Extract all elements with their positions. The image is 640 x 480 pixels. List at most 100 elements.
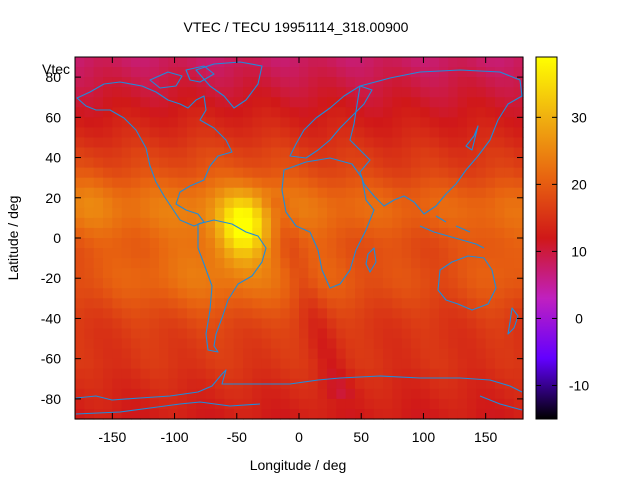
heatmap-cell (233, 338, 244, 350)
heatmap-cell (93, 127, 104, 139)
heatmap-cell (243, 258, 253, 269)
heatmap-cell (317, 67, 328, 78)
heatmap-cell (140, 167, 151, 179)
heatmap-cell (75, 278, 85, 289)
heatmap-cell (327, 338, 337, 350)
heatmap-cell (364, 278, 375, 289)
heatmap-cell (355, 278, 365, 289)
heatmap-cell (448, 328, 459, 340)
heatmap-cell (485, 388, 496, 400)
heatmap-cell (364, 308, 375, 320)
heatmap-cell (187, 57, 197, 68)
heatmap-cell (84, 147, 95, 159)
heatmap-cell (159, 348, 169, 360)
heatmap-cell (131, 97, 141, 108)
heatmap-cell (112, 278, 123, 289)
heatmap-cell (131, 398, 141, 410)
heatmap-cell (140, 157, 151, 169)
heatmap-cell (383, 408, 393, 420)
heatmap-cell (131, 248, 141, 259)
heatmap-cell (476, 227, 487, 239)
heatmap-cell (299, 258, 309, 269)
heatmap-cell (401, 187, 412, 199)
heatmap-cell (448, 177, 459, 189)
heatmap-cell (327, 238, 337, 249)
heatmap-cell (439, 207, 449, 219)
heatmap-cell (112, 67, 123, 78)
heatmap-cell (149, 67, 160, 78)
heatmap-cell (149, 328, 160, 340)
heatmap-cell (224, 167, 235, 179)
heatmap-cell (420, 147, 431, 159)
heatmap-cell (196, 308, 207, 320)
heatmap-cell (168, 328, 179, 340)
heatmap-cell (448, 57, 459, 68)
heatmap-cell (448, 288, 459, 299)
heatmap-cell (420, 408, 431, 420)
heatmap-cell (93, 207, 104, 219)
heatmap-cell (373, 318, 384, 330)
heatmap-cell (205, 348, 216, 360)
heatmap-cell (131, 217, 141, 229)
heatmap-cell (112, 378, 123, 390)
heatmap-cell (485, 117, 496, 128)
heatmap-cell (233, 408, 244, 420)
heatmap-cell (196, 318, 207, 330)
heatmap-cell (364, 348, 375, 360)
heatmap-cell (196, 197, 207, 209)
heatmap-cell (271, 67, 281, 78)
heatmap-cell (495, 207, 505, 219)
heatmap-cell (187, 388, 197, 400)
heatmap-cell (112, 147, 123, 159)
heatmap-cell (485, 368, 496, 380)
heatmap-cell (271, 288, 281, 299)
heatmap-cell (159, 368, 169, 380)
heatmap-cell (504, 77, 515, 88)
heatmap-cell (345, 238, 356, 249)
heatmap-cell (392, 217, 403, 229)
heatmap-cell (448, 298, 459, 309)
heatmap-cell (93, 308, 104, 320)
heatmap-cell (84, 207, 95, 219)
heatmap-cell (401, 57, 412, 68)
heatmap-cell (75, 338, 85, 350)
heatmap-cell (429, 328, 440, 340)
heatmap-cell (336, 207, 347, 219)
heatmap-cell (252, 147, 263, 159)
heatmap-cell (205, 167, 216, 179)
heatmap-cell (168, 107, 179, 118)
heatmap-cell (336, 107, 347, 118)
heatmap-cell (233, 157, 244, 169)
heatmap-cell (299, 67, 309, 78)
heatmap-cell (196, 127, 207, 139)
heatmap-cell (439, 378, 449, 390)
heatmap-cell (411, 147, 421, 159)
heatmap-cell (392, 227, 403, 239)
heatmap-cell (121, 388, 132, 400)
heatmap-cell (308, 328, 319, 340)
heatmap-cell (149, 157, 160, 169)
heatmap-cell (224, 338, 235, 350)
heatmap-cell (93, 217, 104, 229)
heatmap-cell (215, 147, 225, 159)
heatmap-cell (243, 217, 253, 229)
heatmap-cell (299, 348, 309, 360)
heatmap-cell (205, 308, 216, 320)
heatmap-cell (495, 288, 505, 299)
heatmap-cell (103, 207, 113, 219)
heatmap-cell (224, 408, 235, 420)
heatmap-cell (131, 338, 141, 350)
heatmap-cell (112, 107, 123, 118)
heatmap-cell (168, 248, 179, 259)
heatmap-cell (308, 117, 319, 128)
heatmap-cell (149, 318, 160, 330)
heatmap-cell (429, 227, 440, 239)
heatmap-cell (373, 338, 384, 350)
heatmap-cell (345, 278, 356, 289)
heatmap-cell (457, 378, 468, 390)
heatmap-cell (243, 358, 253, 370)
heatmap-cell (233, 77, 244, 88)
heatmap-cell (159, 358, 169, 370)
heatmap-cell (485, 408, 496, 420)
heatmap-cell (261, 77, 272, 88)
